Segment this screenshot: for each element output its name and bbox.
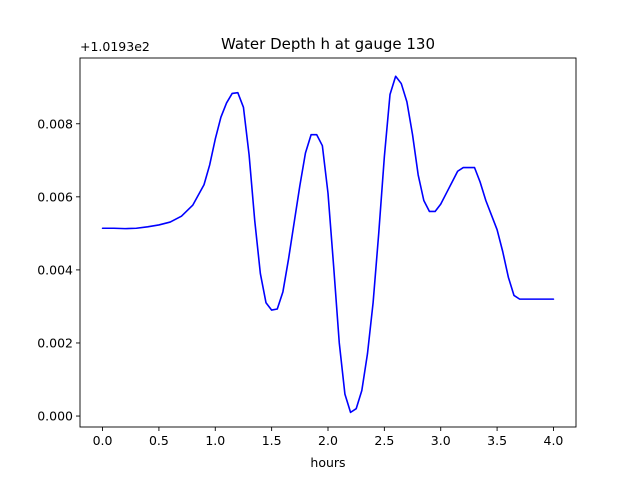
x-tick-label: 2.5 [374, 433, 394, 448]
x-tick-label: 1.0 [205, 433, 225, 448]
y-offset-label: +1.0193e2 [80, 39, 150, 54]
x-tick-label: 3.0 [431, 433, 451, 448]
y-tick-label: 0.004 [37, 262, 73, 277]
y-tick-label: 0.000 [37, 409, 73, 424]
x-tick-label: 3.5 [487, 433, 507, 448]
x-tick-label: 0.5 [149, 433, 169, 448]
series-line-0 [101, 75, 555, 414]
y-tick-label: 0.002 [37, 335, 73, 350]
y-tick-label: 0.008 [37, 116, 73, 131]
chart-title: Water Depth h at gauge 130 [221, 35, 435, 53]
x-tick-label: 0.0 [93, 433, 113, 448]
x-tick-label: 1.5 [262, 433, 282, 448]
x-tick-label: 2.0 [318, 433, 338, 448]
x-axis-label: hours [310, 455, 345, 470]
plot-area: 0.0 0.5 1.0 1.5 2.0 2.5 3.0 3.5 4.0 0.000 0.002 0.0… [37, 57, 577, 448]
x-tick-label: 4.0 [544, 433, 564, 448]
y-tick-label: 0.006 [37, 189, 73, 204]
